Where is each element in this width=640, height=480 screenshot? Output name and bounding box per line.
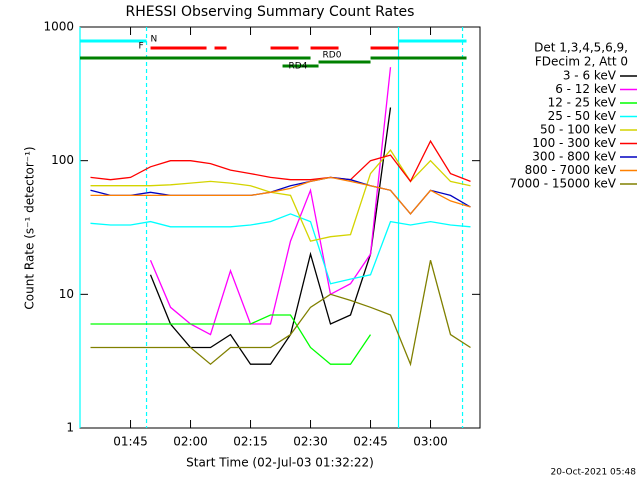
legend-header: Det 1,3,4,5,6,9, (534, 41, 628, 55)
y-axis-label: Count Rate (s⁻¹ detector⁻¹) (23, 146, 37, 309)
legend-label: 100 - 300 keV (532, 136, 616, 150)
series-line (149, 67, 392, 336)
flag-label: N (151, 35, 158, 45)
series-line (90, 260, 471, 367)
x-tick-label: 02:00 (173, 435, 208, 449)
plot-frame (79, 26, 481, 429)
flag-label: RD0 (323, 51, 342, 61)
legend-label: 25 - 50 keV (548, 109, 617, 123)
legend-label: 3 - 6 keV (563, 69, 617, 83)
legend-label: 7000 - 15000 keV (509, 177, 616, 191)
y-tick-label: 1 (66, 421, 74, 435)
legend-label: 6 - 12 keV (555, 82, 617, 96)
series-line (90, 139, 471, 183)
series-line (90, 314, 372, 365)
legend-header: FDecim 2, Att 0 (535, 55, 628, 69)
x-tick-label: 02:45 (353, 435, 388, 449)
legend-label: 800 - 7000 keV (525, 163, 617, 177)
x-axis-label: Start Time (02-Jul-03 01:32:22) (186, 456, 374, 470)
series-line (149, 107, 392, 365)
x-tick-label: 03:00 (413, 435, 448, 449)
y-tick-label: 100 (51, 153, 74, 167)
chart-title: RHESSI Observing Summary Count Rates (126, 4, 415, 20)
series-line (90, 176, 471, 215)
x-tick-label: 01:45 (113, 435, 148, 449)
legend-label: 300 - 800 keV (532, 150, 616, 164)
legend-label: 12 - 25 keV (548, 96, 617, 110)
footer-date: 20-Oct-2021 05:48 (551, 468, 637, 478)
x-tick-label: 02:15 (233, 435, 268, 449)
flag-label: RD4 (289, 62, 308, 72)
flag-label: F (139, 42, 144, 52)
x-tick-label: 02:30 (293, 435, 328, 449)
y-tick-label: 1000 (43, 20, 74, 34)
series-line (90, 213, 471, 285)
legend-label: 50 - 100 keV (540, 123, 617, 137)
y-tick-label: 10 (59, 287, 74, 301)
